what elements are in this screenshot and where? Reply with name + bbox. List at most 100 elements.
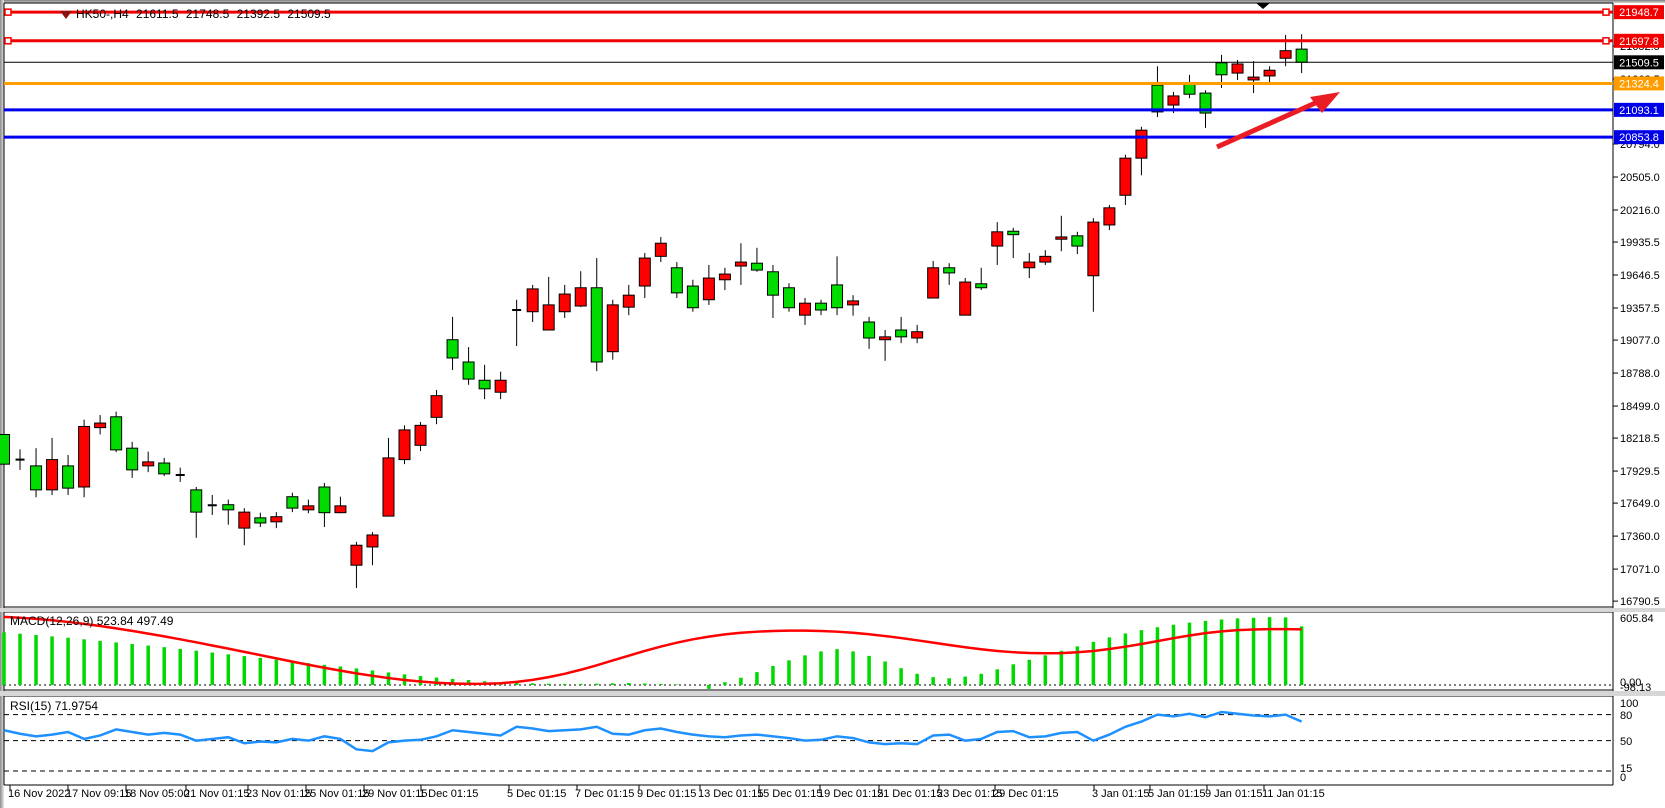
candle xyxy=(254,517,267,524)
candle xyxy=(478,379,491,390)
candle xyxy=(1199,92,1212,114)
candle xyxy=(1055,236,1068,240)
candle xyxy=(782,287,795,309)
price-tick-label: 17360.0 xyxy=(1620,531,1660,543)
candle xyxy=(382,457,395,517)
candle xyxy=(1167,95,1180,106)
price-tick-label: 19646.5 xyxy=(1620,270,1660,282)
macd-name: MACD(12,26,9) xyxy=(10,614,94,628)
price-tick-label: 19357.5 xyxy=(1620,303,1660,315)
price-badge xyxy=(1614,102,1664,117)
macd-main-value: 523.84 xyxy=(96,614,134,628)
candle xyxy=(1087,221,1100,277)
time-tick-label: 23 Nov 01:15 xyxy=(246,788,311,800)
candle xyxy=(927,267,940,299)
rsi-splitter[interactable] xyxy=(0,691,1665,696)
down-triangle-marker[interactable] xyxy=(1256,3,1270,9)
time-tick-label: 13 Dec 01:15 xyxy=(698,788,763,800)
macd-splitter[interactable] xyxy=(0,608,1665,612)
candle xyxy=(110,416,123,451)
candle xyxy=(94,422,107,429)
chart-header: HK50-,H4 21611.5 21748.5 21392.5 21509.5 xyxy=(60,7,335,21)
candle xyxy=(1039,255,1052,263)
candle xyxy=(1183,83,1196,95)
candle xyxy=(1023,261,1036,269)
candle xyxy=(1007,230,1020,236)
line-handle[interactable] xyxy=(1602,37,1610,45)
rsi-indicator-label: RSI(15) 71.9754 xyxy=(10,699,98,713)
candle xyxy=(0,433,10,465)
candle xyxy=(1135,129,1148,159)
candle xyxy=(815,302,828,311)
time-tick-label: 1 Dec 01:15 xyxy=(419,788,478,800)
candle xyxy=(238,511,251,529)
macd-axis-label: 0.00 xyxy=(1620,677,1641,689)
symbol-marker-icon xyxy=(60,10,72,19)
candle xyxy=(574,287,587,307)
price-badge xyxy=(1614,55,1664,70)
candle xyxy=(1151,84,1164,113)
candle xyxy=(654,242,667,257)
candle xyxy=(991,231,1004,247)
line-handle[interactable] xyxy=(4,8,12,16)
candle xyxy=(831,284,844,309)
candle xyxy=(126,447,139,471)
candle xyxy=(462,361,475,380)
price-tick-label: 17929.5 xyxy=(1620,466,1660,478)
candle xyxy=(686,285,699,309)
rsi-value: 71.9754 xyxy=(54,699,99,713)
candle xyxy=(863,321,876,339)
candle xyxy=(847,300,860,306)
line-handle[interactable] xyxy=(1602,8,1610,16)
candle xyxy=(318,486,331,514)
doji-candle xyxy=(175,474,185,477)
price-badge-label: 21697.8 xyxy=(1619,36,1659,48)
trend-arrow-line[interactable] xyxy=(1215,97,1324,150)
price-badge-label: 21948.7 xyxy=(1619,7,1659,19)
ohlc-high: 21748.5 xyxy=(185,7,230,21)
macd-axis-label: -98.13 xyxy=(1620,682,1651,694)
candle xyxy=(1103,207,1116,226)
rsi-axis-label: 0 xyxy=(1620,772,1626,784)
candle xyxy=(766,271,779,296)
candle xyxy=(638,257,651,287)
time-tick-label: 18 Nov 05:00 xyxy=(124,788,189,800)
candle xyxy=(879,336,892,341)
time-tick-label: 9 Dec 01:15 xyxy=(637,788,696,800)
candle xyxy=(670,267,683,294)
candle xyxy=(911,331,924,339)
candle xyxy=(190,489,203,513)
candle xyxy=(446,339,459,359)
price-tick-label: 19077.0 xyxy=(1620,335,1660,347)
candle xyxy=(366,534,379,548)
price-badge-label: 21324.4 xyxy=(1619,78,1659,90)
candle xyxy=(1247,76,1260,81)
candle xyxy=(222,504,235,511)
candle xyxy=(606,304,619,353)
price-badge-label: 21093.1 xyxy=(1619,105,1659,117)
time-tick-label: 29 Nov 01:15 xyxy=(362,788,427,800)
candle xyxy=(1215,62,1228,76)
candle xyxy=(1263,69,1276,77)
line-handle[interactable] xyxy=(4,37,12,45)
candle xyxy=(558,293,571,313)
symbol-period-label: HK50-,H4 xyxy=(76,7,129,21)
candle xyxy=(270,516,283,523)
candle xyxy=(526,288,539,313)
candle xyxy=(1279,50,1292,59)
candle xyxy=(494,379,507,393)
price-tick-label: 18218.5 xyxy=(1620,433,1660,445)
candle xyxy=(350,544,363,566)
candle xyxy=(542,304,555,331)
candle xyxy=(46,459,59,491)
time-tick-label: 9 Jan 01:15 xyxy=(1205,788,1263,800)
trend-arrow-head[interactable] xyxy=(1310,92,1340,113)
price-badge-label: 20853.8 xyxy=(1619,132,1659,144)
time-tick-label: 21 Nov 01:15 xyxy=(184,788,249,800)
macd-indicator-label: MACD(12,26,9) 523.84 497.49 xyxy=(10,614,173,628)
price-badge xyxy=(1614,5,1664,20)
rsi-name: RSI(15) xyxy=(10,699,52,713)
candle xyxy=(895,329,908,338)
